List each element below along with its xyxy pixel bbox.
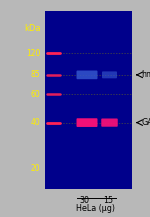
Text: 120: 120 [26, 49, 40, 58]
FancyBboxPatch shape [76, 118, 98, 127]
Text: hnRNP: hnRNP [141, 70, 150, 79]
FancyBboxPatch shape [101, 118, 118, 127]
Bar [45, 11, 132, 189]
FancyBboxPatch shape [102, 71, 117, 78]
Text: kDa: kDa [24, 24, 40, 33]
Text: 85: 85 [31, 70, 40, 79]
Text: 20: 20 [31, 164, 40, 173]
Text: 40: 40 [31, 118, 40, 127]
Text: HeLa (μg): HeLa (μg) [76, 204, 116, 213]
Text: 60: 60 [31, 90, 40, 99]
Text: GAPDH: GAPDH [141, 118, 150, 127]
FancyBboxPatch shape [76, 71, 98, 79]
Text: 15: 15 [103, 196, 113, 205]
Text: 30: 30 [80, 196, 90, 205]
